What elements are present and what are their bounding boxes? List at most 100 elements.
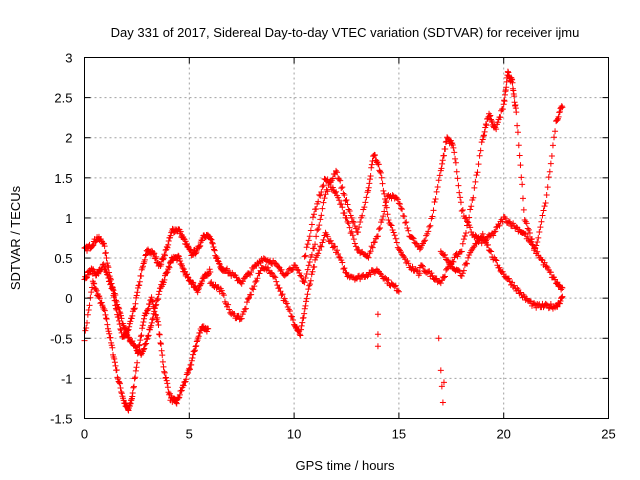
data-point: [175, 395, 182, 402]
data-point: [317, 192, 324, 199]
data-point: [519, 195, 526, 202]
data-point: [351, 223, 358, 230]
y-tick-label: 1.5: [54, 171, 72, 186]
data-point: [385, 277, 392, 284]
data-point: [169, 398, 176, 405]
data-point: [214, 257, 221, 264]
data-point: [102, 311, 109, 318]
data-point: [513, 224, 520, 231]
data-point: [210, 244, 217, 251]
data-point: [137, 333, 144, 340]
data-point: [505, 218, 512, 225]
data-point: [155, 291, 162, 298]
data-point: [145, 332, 152, 339]
data-point: [139, 325, 146, 332]
data-point: [116, 308, 123, 315]
data-point: [118, 329, 125, 336]
data-point: [455, 182, 462, 189]
data-point: [136, 278, 143, 285]
data-point: [143, 251, 150, 258]
data-point: [487, 116, 494, 123]
data-point: [554, 303, 561, 310]
data-point: [304, 241, 311, 248]
data-point: [240, 308, 247, 315]
data-point: [362, 199, 369, 206]
data-point: [439, 399, 446, 406]
data-point: [402, 219, 409, 226]
data-point: [171, 396, 178, 403]
data-point: [102, 250, 109, 257]
data-point: [464, 260, 471, 267]
data-point: [305, 262, 312, 269]
data-point: [158, 347, 165, 354]
data-point: [200, 275, 207, 282]
data-point: [462, 260, 469, 267]
data-point: [193, 342, 200, 349]
data-point: [559, 293, 566, 300]
data-point: [100, 261, 107, 268]
data-point: [538, 256, 545, 263]
data-point: [554, 116, 561, 123]
data-point: [309, 268, 316, 275]
data-point: [524, 225, 531, 232]
data-point: [335, 194, 342, 201]
data-point: [369, 244, 376, 251]
data-point: [82, 244, 89, 251]
data-point: [363, 194, 370, 201]
data-point: [102, 249, 109, 256]
data-point: [349, 232, 356, 239]
data-point: [161, 251, 168, 258]
data-point: [388, 222, 395, 229]
data-point: [392, 235, 399, 242]
data-points: [81, 68, 566, 414]
data-point: [129, 312, 136, 319]
data-point: [105, 328, 112, 335]
data-point: [511, 93, 518, 100]
data-point: [273, 278, 280, 285]
data-point: [254, 275, 261, 282]
data-point: [160, 256, 167, 263]
data-point: [276, 284, 283, 291]
data-point: [105, 274, 112, 281]
series-track-4: [207, 229, 402, 339]
data-point: [458, 248, 465, 255]
data-point: [493, 126, 500, 133]
data-point: [216, 261, 223, 268]
data-point: [297, 272, 304, 279]
data-point: [489, 119, 496, 126]
data-point: [555, 113, 562, 120]
data-point: [480, 132, 487, 139]
data-point: [374, 311, 381, 318]
data-point: [113, 298, 120, 305]
data-point: [208, 279, 215, 286]
data-point: [397, 249, 404, 256]
data-point: [461, 215, 468, 222]
data-point: [433, 188, 440, 195]
data-point: [542, 200, 549, 207]
data-point: [393, 195, 400, 202]
data-point: [356, 224, 363, 231]
data-point: [328, 240, 335, 247]
data-point: [378, 174, 385, 181]
data-point: [286, 307, 293, 314]
data-point: [479, 230, 486, 237]
data-point: [197, 242, 204, 249]
data-point: [184, 273, 191, 280]
data-point: [186, 365, 193, 372]
data-point: [269, 270, 276, 277]
data-point: [506, 219, 513, 226]
data-point: [117, 312, 124, 319]
data-point: [120, 397, 127, 404]
data-point: [160, 255, 167, 262]
data-point: [123, 331, 130, 338]
data-point: [487, 247, 494, 254]
data-point: [492, 256, 499, 263]
data-point: [336, 176, 343, 183]
data-point: [141, 345, 148, 352]
data-point: [149, 316, 156, 323]
data-point: [520, 206, 527, 213]
data-point: [253, 277, 260, 284]
data-point: [271, 273, 278, 280]
data-point: [238, 315, 245, 322]
data-point: [325, 180, 332, 187]
